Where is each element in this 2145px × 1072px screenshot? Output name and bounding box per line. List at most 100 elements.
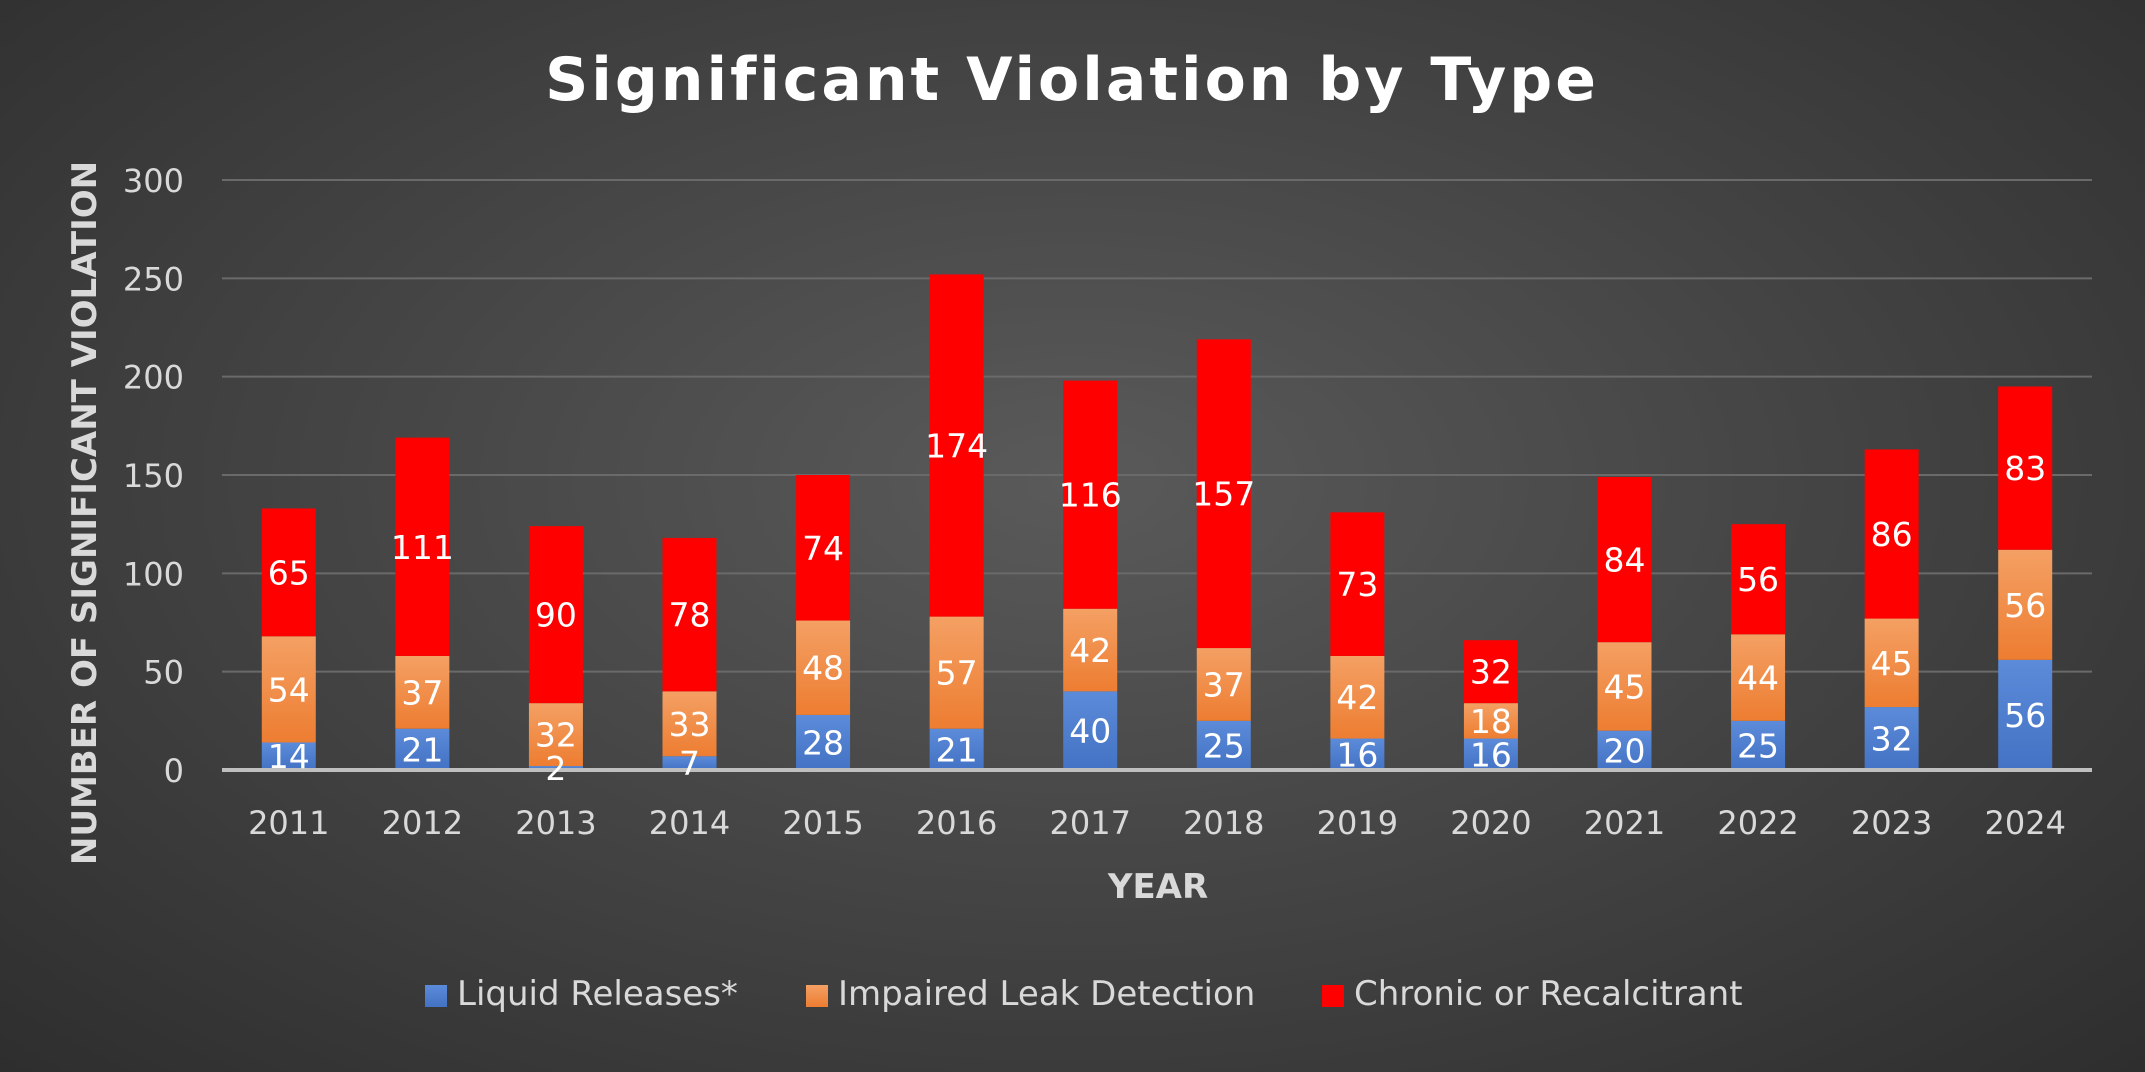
data-label: 16 bbox=[1336, 735, 1378, 774]
bar-chronic-or-recalcitrant-2013 bbox=[528, 526, 583, 704]
data-label: 2 bbox=[545, 749, 566, 788]
legend-swatch bbox=[425, 985, 447, 1007]
bar-liquid-releases--2015 bbox=[796, 714, 851, 770]
x-tick-label: 2019 bbox=[1317, 804, 1398, 842]
bars bbox=[261, 274, 2053, 770]
bar-chronic-or-recalcitrant-2012 bbox=[395, 437, 450, 656]
gridlines bbox=[222, 179, 2092, 673]
data-label: 56 bbox=[1737, 560, 1779, 599]
bar-impaired-leak-detection-2016 bbox=[929, 616, 984, 729]
data-label: 83 bbox=[2004, 449, 2046, 488]
data-label: 116 bbox=[1059, 476, 1122, 515]
bar-chronic-or-recalcitrant-2015 bbox=[796, 475, 851, 621]
bar-liquid-releases--2019 bbox=[1330, 738, 1385, 770]
bar-chronic-or-recalcitrant-2023 bbox=[1864, 449, 1919, 619]
data-label: 111 bbox=[391, 528, 454, 567]
bar-chronic-or-recalcitrant-2022 bbox=[1731, 524, 1786, 635]
bar-liquid-releases--2011 bbox=[261, 742, 316, 770]
bar-liquid-releases--2017 bbox=[1063, 691, 1118, 770]
bar-impaired-leak-detection-2017 bbox=[1063, 608, 1118, 692]
x-tick-label: 2018 bbox=[1183, 804, 1264, 842]
data-label: 86 bbox=[1871, 515, 1913, 554]
bar-impaired-leak-detection-2021 bbox=[1597, 642, 1652, 731]
x-tick-label: 2020 bbox=[1450, 804, 1531, 842]
data-label: 32 bbox=[535, 716, 577, 755]
data-label: 78 bbox=[669, 596, 711, 635]
bar-liquid-releases--2012 bbox=[395, 728, 450, 770]
data-label: 16 bbox=[1470, 735, 1512, 774]
x-tick-label: 2022 bbox=[1717, 804, 1798, 842]
legend-label: Liquid Releases* bbox=[457, 974, 738, 1014]
y-tick-label: 100 bbox=[123, 555, 184, 593]
legend-label: Impaired Leak Detection bbox=[838, 974, 1255, 1014]
data-label: 20 bbox=[1604, 731, 1646, 770]
data-label: 32 bbox=[1871, 720, 1913, 759]
bar-impaired-leak-detection-2020 bbox=[1463, 703, 1518, 739]
bar-liquid-releases--2016 bbox=[929, 728, 984, 770]
bar-impaired-leak-detection-2019 bbox=[1330, 655, 1385, 739]
bar-liquid-releases--2018 bbox=[1196, 720, 1251, 770]
data-label: 42 bbox=[1069, 631, 1111, 670]
x-tick-label: 2017 bbox=[1049, 804, 1130, 842]
data-label: 73 bbox=[1336, 565, 1378, 604]
data-label: 84 bbox=[1604, 541, 1646, 580]
y-axis-title: NUMBER OF SIGNIFICANT VIOLATION bbox=[65, 161, 105, 865]
data-label: 45 bbox=[1871, 644, 1913, 683]
bar-liquid-releases--2024 bbox=[1998, 659, 2053, 770]
x-tick-label: 2021 bbox=[1584, 804, 1665, 842]
data-label: 48 bbox=[802, 649, 844, 688]
data-label: 18 bbox=[1470, 702, 1512, 741]
x-tick-label: 2015 bbox=[782, 804, 863, 842]
data-label: 37 bbox=[401, 673, 443, 712]
bar-liquid-releases--2023 bbox=[1864, 707, 1919, 770]
data-label: 33 bbox=[669, 705, 711, 744]
bar-chronic-or-recalcitrant-2017 bbox=[1063, 380, 1118, 609]
bar-liquid-releases--2021 bbox=[1597, 730, 1652, 770]
legend-swatch bbox=[806, 985, 828, 1007]
x-tick-label: 2024 bbox=[1984, 804, 2065, 842]
data-label: 32 bbox=[1470, 653, 1512, 692]
data-label: 57 bbox=[936, 654, 978, 693]
bar-impaired-leak-detection-2024 bbox=[1998, 549, 2053, 660]
y-tick-label: 300 bbox=[123, 162, 184, 200]
x-tick-label: 2023 bbox=[1851, 804, 1932, 842]
y-tick-label: 150 bbox=[123, 457, 184, 495]
data-label: 25 bbox=[1203, 726, 1245, 765]
data-label: 21 bbox=[936, 730, 978, 769]
x-tick-label: 2012 bbox=[382, 804, 463, 842]
bar-impaired-leak-detection-2018 bbox=[1196, 648, 1251, 721]
data-label: 42 bbox=[1336, 678, 1378, 717]
data-label: 7 bbox=[679, 744, 700, 783]
data-label: 65 bbox=[268, 553, 310, 592]
bar-chronic-or-recalcitrant-2020 bbox=[1463, 640, 1518, 704]
x-tick-label: 2013 bbox=[515, 804, 596, 842]
x-axis-title: YEAR bbox=[1107, 867, 1208, 907]
data-label: 90 bbox=[535, 596, 577, 635]
data-label: 40 bbox=[1069, 712, 1111, 751]
data-label: 25 bbox=[1737, 726, 1779, 765]
data-label: 56 bbox=[2004, 586, 2046, 625]
y-tick-label: 0 bbox=[164, 752, 184, 790]
data-label: 54 bbox=[268, 670, 310, 709]
bar-impaired-leak-detection-2014 bbox=[662, 691, 717, 757]
bar-chronic-or-recalcitrant-2014 bbox=[662, 537, 717, 692]
bar-chronic-or-recalcitrant-2011 bbox=[261, 508, 316, 637]
data-labels: 1454652137111232907337828487421571744042… bbox=[268, 427, 2046, 789]
bar-impaired-leak-detection-2023 bbox=[1864, 618, 1919, 708]
data-label: 21 bbox=[401, 730, 443, 769]
x-tick-label: 2014 bbox=[649, 804, 730, 842]
bar-chronic-or-recalcitrant-2024 bbox=[1998, 386, 2053, 550]
data-label: 44 bbox=[1737, 659, 1779, 698]
bar-impaired-leak-detection-2022 bbox=[1731, 634, 1786, 721]
y-tick-label: 50 bbox=[143, 654, 184, 692]
data-label: 14 bbox=[268, 737, 310, 776]
bar-impaired-leak-detection-2013 bbox=[528, 703, 583, 767]
bar-chronic-or-recalcitrant-2019 bbox=[1330, 512, 1385, 656]
data-label: 174 bbox=[925, 427, 988, 466]
bar-impaired-leak-detection-2012 bbox=[395, 655, 450, 729]
x-tick-label: 2016 bbox=[916, 804, 997, 842]
bar-liquid-releases--2014 bbox=[662, 756, 717, 770]
bar-impaired-leak-detection-2015 bbox=[796, 620, 851, 715]
